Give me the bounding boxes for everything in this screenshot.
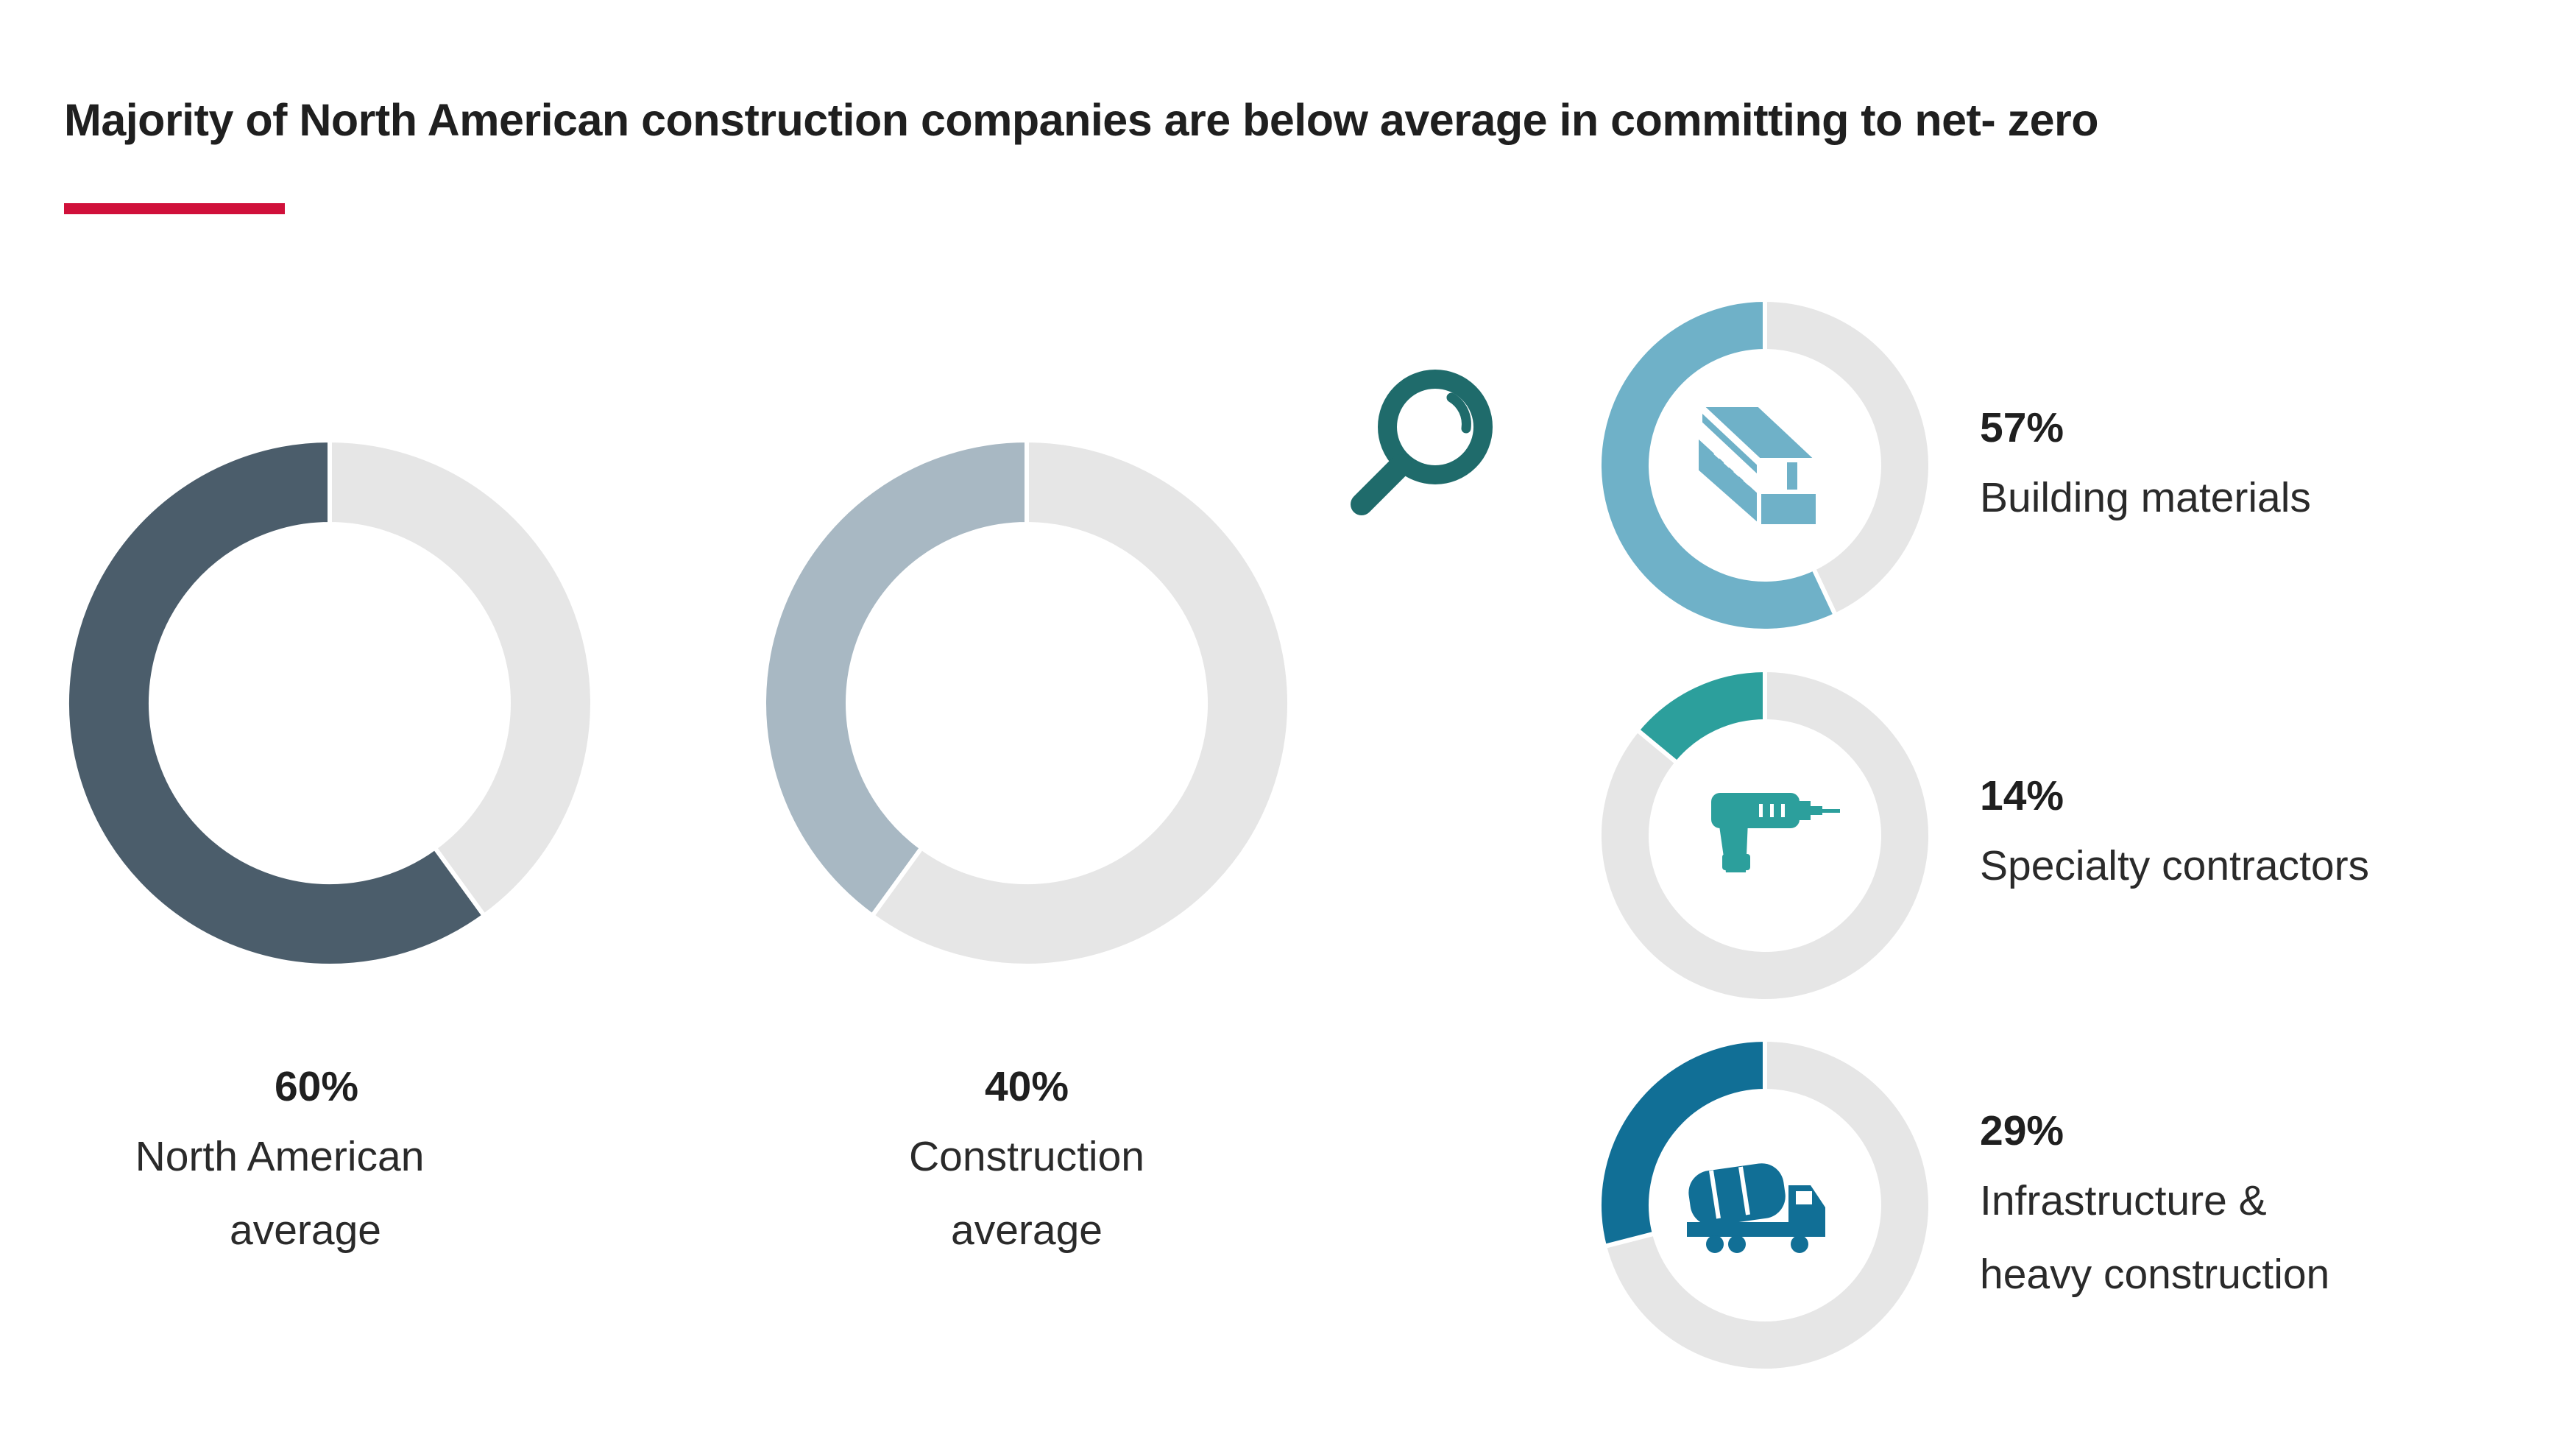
value-label-north-american: 60% <box>275 1063 358 1110</box>
category-label-north-american-line2: average <box>230 1207 381 1254</box>
donut-slice-north-american <box>65 437 488 968</box>
category-label-specialty-contractors: Specialty contractors <box>1980 842 2369 889</box>
magnifier-icon <box>1351 370 1493 515</box>
steel-beam-icon <box>1694 403 1820 529</box>
power-drill-icon <box>1711 793 1840 872</box>
value-label-construction: 40% <box>985 1063 1069 1110</box>
category-label-infrastructure-line1: Infrastructure & <box>1980 1177 2267 1224</box>
category-label-building-materials: Building materials <box>1980 474 2311 521</box>
donut-slice-building-materials <box>1597 297 1839 633</box>
donut-construction <box>762 437 1292 968</box>
donut-slice-construction <box>762 437 1029 920</box>
donut-specialty-contractors <box>1597 667 1933 1003</box>
donut-north-american <box>65 437 595 968</box>
category-label-construction-line2: average <box>951 1207 1103 1254</box>
donut-building-materials <box>1597 297 1933 633</box>
donut-remainder-building-materials <box>1763 297 1933 618</box>
donut-slice-infrastructure <box>1597 1037 1767 1249</box>
value-label-infrastructure: 29% <box>1980 1107 2064 1154</box>
donut-remainder-north-american <box>328 437 595 920</box>
donut-slice-specialty-contractors <box>1634 667 1767 766</box>
value-label-building-materials: 57% <box>1980 404 2064 451</box>
cement-truck-icon <box>1687 1163 1825 1253</box>
category-label-construction-line1: Construction <box>909 1133 1144 1180</box>
donut-remainder-construction <box>868 437 1292 968</box>
value-label-specialty-contractors: 14% <box>1980 772 2064 819</box>
donut-remainder-infrastructure <box>1602 1037 1933 1373</box>
chart-title: Majority of North American construction … <box>64 95 2099 145</box>
donut-infrastructure <box>1597 1037 1933 1373</box>
category-label-infrastructure-line2: heavy construction <box>1980 1251 2329 1298</box>
category-label-north-american-line1: North American <box>135 1133 425 1180</box>
title-accent-bar <box>64 203 285 214</box>
donut-remainder-specialty-contractors <box>1597 667 1933 1003</box>
